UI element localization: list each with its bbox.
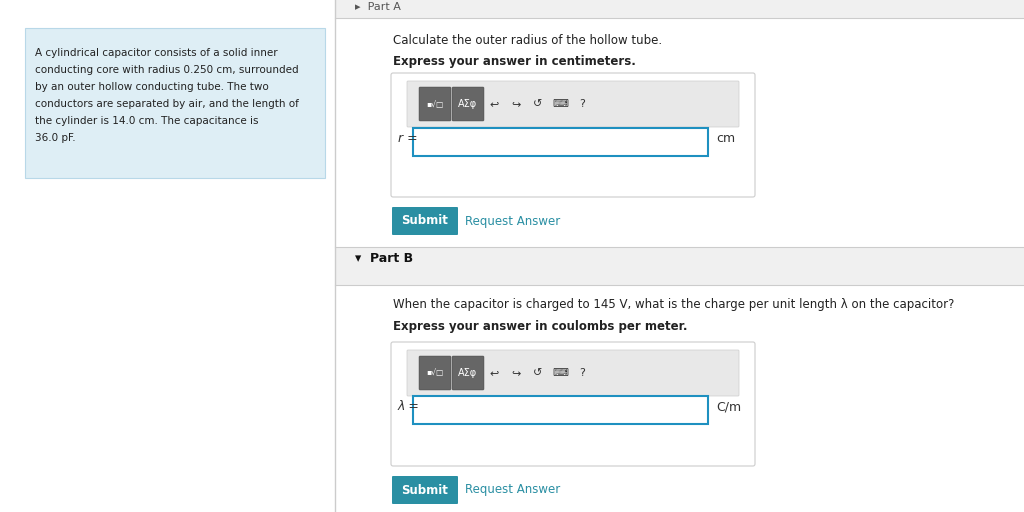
Text: ↪: ↪ xyxy=(511,99,520,109)
FancyBboxPatch shape xyxy=(391,342,755,466)
Text: ▪√□: ▪√□ xyxy=(426,99,443,109)
Text: Submit: Submit xyxy=(401,215,449,227)
Text: ?: ? xyxy=(579,99,585,109)
Text: conducting core with radius 0.250 cm, surrounded: conducting core with radius 0.250 cm, su… xyxy=(35,65,299,75)
FancyBboxPatch shape xyxy=(452,356,484,390)
FancyBboxPatch shape xyxy=(452,87,484,121)
Text: cm: cm xyxy=(716,132,735,144)
Text: λ =: λ = xyxy=(398,400,420,414)
Text: ?: ? xyxy=(579,368,585,378)
Text: ↺: ↺ xyxy=(534,368,543,378)
Text: A cylindrical capacitor consists of a solid inner: A cylindrical capacitor consists of a so… xyxy=(35,48,278,58)
FancyBboxPatch shape xyxy=(392,476,458,504)
Text: conductors are separated by air, and the length of: conductors are separated by air, and the… xyxy=(35,99,299,109)
FancyBboxPatch shape xyxy=(413,396,708,424)
Text: 36.0 pF.: 36.0 pF. xyxy=(35,133,76,143)
Text: ↺: ↺ xyxy=(534,99,543,109)
Text: by an outer hollow conducting tube. The two: by an outer hollow conducting tube. The … xyxy=(35,82,268,92)
Text: Request Answer: Request Answer xyxy=(465,215,560,227)
Text: ▸  Part A: ▸ Part A xyxy=(355,2,400,12)
Text: Express your answer in centimeters.: Express your answer in centimeters. xyxy=(393,55,636,68)
Text: r =: r = xyxy=(398,132,418,144)
FancyBboxPatch shape xyxy=(407,350,739,396)
Text: ΑΣφ: ΑΣφ xyxy=(459,99,477,109)
FancyBboxPatch shape xyxy=(419,356,451,390)
Text: ▾  Part B: ▾ Part B xyxy=(355,251,413,265)
Bar xyxy=(335,247,1024,285)
FancyBboxPatch shape xyxy=(391,73,755,197)
Text: ⌨: ⌨ xyxy=(552,99,568,109)
FancyBboxPatch shape xyxy=(419,87,451,121)
Text: Express your answer in coulombs per meter.: Express your answer in coulombs per mete… xyxy=(393,320,687,333)
Text: ▪√□: ▪√□ xyxy=(426,369,443,377)
Text: ↪: ↪ xyxy=(511,368,520,378)
Text: Calculate the outer radius of the hollow tube.: Calculate the outer radius of the hollow… xyxy=(393,34,663,47)
FancyBboxPatch shape xyxy=(25,28,325,178)
Text: the cylinder is 14.0 cm. The capacitance is: the cylinder is 14.0 cm. The capacitance… xyxy=(35,116,258,126)
Text: C/m: C/m xyxy=(716,400,741,414)
Text: When the capacitor is charged to 145 V, what is the charge per unit length λ on : When the capacitor is charged to 145 V, … xyxy=(393,298,954,311)
Text: ↩: ↩ xyxy=(489,99,499,109)
Text: ΑΣφ: ΑΣφ xyxy=(459,368,477,378)
FancyBboxPatch shape xyxy=(407,81,739,127)
Text: Request Answer: Request Answer xyxy=(465,483,560,497)
Text: Submit: Submit xyxy=(401,483,449,497)
Bar xyxy=(335,0,1024,18)
FancyBboxPatch shape xyxy=(413,128,708,156)
FancyBboxPatch shape xyxy=(392,207,458,235)
Text: ⌨: ⌨ xyxy=(552,368,568,378)
Text: ↩: ↩ xyxy=(489,368,499,378)
